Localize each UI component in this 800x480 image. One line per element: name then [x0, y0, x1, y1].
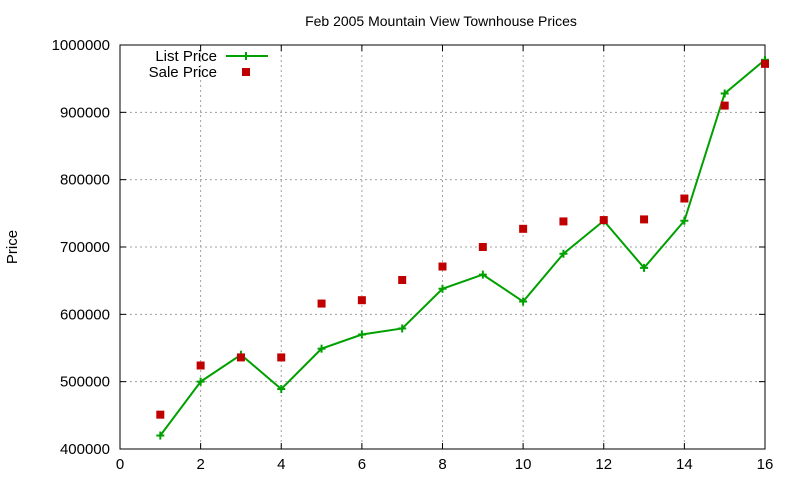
sale-price-point [317, 299, 326, 308]
x-tick-label: 2 [196, 456, 204, 473]
y-tick-label: 700000 [60, 239, 110, 256]
y-tick-label: 600000 [60, 306, 110, 323]
sale-price-point [156, 410, 165, 419]
y-tick-label: 900000 [60, 104, 110, 121]
sale-price-point [357, 296, 366, 305]
y-tick-label: 500000 [60, 374, 110, 391]
sale-price-point [438, 262, 447, 271]
legend-marker-list-price [242, 52, 250, 60]
sale-price-point [398, 275, 407, 284]
x-tick-label: 6 [358, 456, 366, 473]
list-price-point [680, 216, 689, 225]
list-price-point [438, 284, 447, 293]
sale-price-point [277, 353, 286, 362]
list-price-point [156, 431, 165, 440]
list-price-point [519, 297, 528, 306]
grid [120, 45, 765, 449]
x-tick-label: 0 [116, 456, 124, 473]
axis-ticks: 0 2 4 6 8 10 12 14 16 400000 500000 600000 700000 800… [52, 37, 774, 473]
sale-price-point [761, 59, 769, 68]
sale-price-point [640, 215, 649, 224]
x-tick-label: 12 [595, 456, 612, 473]
list-price-point [478, 270, 487, 279]
sale-price-point [599, 216, 608, 225]
list-price-point [720, 89, 729, 98]
plot-frame [119, 44, 766, 450]
x-tick-label: 4 [277, 456, 285, 473]
x-tick-label: 10 [515, 456, 532, 473]
list-price-line [159, 59, 766, 437]
sale-price-point [680, 194, 689, 203]
sale-price-point [519, 224, 528, 233]
y-tick-label: 1000000 [52, 37, 110, 54]
y-axis-label: Price [4, 230, 21, 264]
list-price-point [357, 330, 366, 339]
chart-title: Feb 2005 Mountain View Townhouse Prices [305, 13, 577, 29]
x-tick-label: 14 [676, 456, 693, 473]
sale-price-point [720, 101, 729, 110]
y-tick-label: 800000 [60, 172, 110, 189]
sale-price-point [196, 361, 205, 370]
sale-price-point [478, 243, 487, 251]
sale-price-point [559, 217, 568, 226]
list-price-point [196, 377, 205, 386]
list-price-point [398, 324, 407, 333]
legend-label-sale-price: Sale Price [149, 64, 217, 81]
list-price-point [277, 385, 286, 394]
x-tick-label: 16 [757, 456, 774, 473]
x-tick-label: 8 [438, 456, 446, 473]
legend-label-list-price: List Price [155, 48, 217, 65]
data-series [156, 55, 769, 440]
sale-price-point [236, 353, 245, 362]
list-price-point [640, 263, 649, 272]
list-price-point [317, 344, 326, 353]
y-tick-label: 400000 [60, 441, 110, 458]
legend-marker-sale-price [242, 68, 250, 76]
list-price-point [559, 249, 568, 258]
